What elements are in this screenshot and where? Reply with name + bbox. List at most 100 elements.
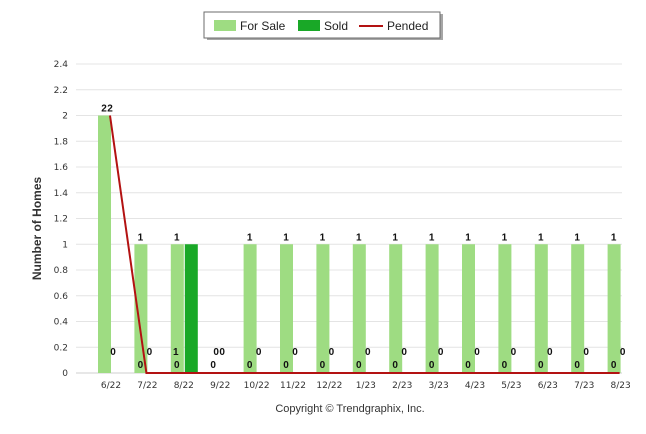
copyright-text: Copyright © Trendgraphix, Inc. xyxy=(275,403,424,415)
bar-sold xyxy=(184,244,198,373)
data-label-sold: 0 xyxy=(583,347,589,358)
data-label-pended: 0 xyxy=(320,360,326,371)
data-label-for-sale: 1 xyxy=(138,232,144,243)
data-label-pended: 0 xyxy=(611,360,617,371)
data-label-sold: 0 xyxy=(110,347,116,358)
y-tick-label: 1.4 xyxy=(54,189,69,199)
bar-for-sale xyxy=(134,244,148,373)
bar-for-sale xyxy=(425,244,439,373)
data-label-for-sale: 1 xyxy=(574,232,580,243)
legend: For Sale Sold Pended xyxy=(203,11,443,40)
x-axis-ticks: 6/22 7/22 8/22 9/22 10/22 11/22 12/22 1/23 2/23 3… xyxy=(101,381,631,391)
bar-for-sale xyxy=(170,244,184,373)
data-label-pended: 0 xyxy=(283,360,289,371)
y-tick-label: 1.8 xyxy=(54,137,69,147)
data-label-sold: 0 xyxy=(511,347,517,358)
data-label-for-sale: 1 xyxy=(247,232,253,243)
data-label-for-sale: 1 xyxy=(611,232,617,243)
y-axis-label: Number of Homes xyxy=(30,177,44,281)
data-label-for-sale: 1 xyxy=(174,232,180,243)
y-tick-label: 0.2 xyxy=(54,343,68,353)
x-tick-label: 12/22 xyxy=(316,381,342,391)
data-label-sold: 0 xyxy=(620,347,626,358)
data-label-pended: 0 xyxy=(538,360,544,371)
y-tick-label: 2.2 xyxy=(54,86,68,96)
data-label-sold: 0 xyxy=(292,347,298,358)
x-tick-label: 4/23 xyxy=(465,381,485,391)
bar-for-sale xyxy=(352,244,366,373)
data-label-sold: 0 xyxy=(256,347,262,358)
legend-swatch xyxy=(214,20,236,31)
data-label-for-sale: 0 xyxy=(213,347,219,358)
x-tick-label: 8/23 xyxy=(610,381,630,391)
grid-lines xyxy=(76,63,622,374)
x-tick-label: 7/23 xyxy=(574,381,594,391)
data-label-pended: 0 xyxy=(574,360,580,371)
x-tick-label: 2/23 xyxy=(392,381,412,391)
bars xyxy=(98,115,621,373)
bar-for-sale xyxy=(243,244,257,373)
y-tick-label: 2 xyxy=(62,112,68,122)
legend-label: Pended xyxy=(387,19,428,33)
bar-for-sale xyxy=(389,244,403,373)
data-label-sold: 0 xyxy=(365,347,371,358)
data-label-pended: 0 xyxy=(465,360,471,371)
bar-for-sale xyxy=(498,244,512,373)
data-label-pended: 0 xyxy=(247,360,253,371)
data-label-pended: 0 xyxy=(502,360,508,371)
y-tick-label: 0.6 xyxy=(54,292,69,302)
bar-for-sale xyxy=(98,115,111,373)
data-label-for-sale: 1 xyxy=(320,232,326,243)
data-label-sold: 1 xyxy=(173,347,179,358)
bar-for-sale xyxy=(462,244,475,373)
x-tick-label: 5/23 xyxy=(501,381,521,391)
x-tick-label: 3/23 xyxy=(428,381,448,391)
data-label-sold: 0 xyxy=(547,347,553,358)
data-label-pended: 2 xyxy=(107,104,113,115)
y-tick-label: 2.4 xyxy=(54,60,69,70)
data-label-for-sale: 1 xyxy=(283,232,289,243)
x-tick-label: 6/23 xyxy=(538,381,558,391)
x-tick-label: 7/22 xyxy=(137,381,157,391)
y-axis-ticks: 0 0.2 0.4 0.6 0.8 1 1.2 1.4 1.6 1.8 2 2.2 2.4 xyxy=(54,60,69,379)
pended-line-group xyxy=(109,115,620,374)
data-label-for-sale: 1 xyxy=(538,232,544,243)
x-tick-label: 1/23 xyxy=(356,381,376,391)
x-tick-label: 8/22 xyxy=(174,381,194,391)
y-tick-label: 1.6 xyxy=(54,163,69,173)
y-tick-label: 1.2 xyxy=(54,215,68,225)
data-label-for-sale: 1 xyxy=(465,232,471,243)
bar-for-sale xyxy=(280,244,293,373)
data-label-for-sale: 2 xyxy=(101,104,107,115)
data-label-sold: 0 xyxy=(401,347,407,358)
x-tick-label: 10/22 xyxy=(244,381,270,391)
data-label-pended: 0 xyxy=(356,360,362,371)
x-tick-label: 6/22 xyxy=(101,381,121,391)
y-tick-label: 1 xyxy=(62,240,68,250)
data-label-sold: 0 xyxy=(438,347,444,358)
x-tick-label: 9/22 xyxy=(210,381,230,391)
data-label-sold: 0 xyxy=(219,347,225,358)
data-label-for-sale: 1 xyxy=(392,232,398,243)
data-label-pended: 0 xyxy=(174,360,180,371)
data-label-sold: 0 xyxy=(329,347,335,358)
y-tick-label: 0.4 xyxy=(54,318,69,328)
legend-label: For Sale xyxy=(240,19,286,33)
data-label-sold: 0 xyxy=(474,347,480,358)
y-tick-label: 0.8 xyxy=(54,266,69,276)
y-tick-label: 0 xyxy=(62,369,68,379)
data-label-for-sale: 1 xyxy=(429,232,435,243)
legend-swatch xyxy=(298,20,320,31)
x-tick-label: 11/22 xyxy=(280,381,306,391)
bar-for-sale xyxy=(607,244,621,373)
legend-box xyxy=(203,11,441,39)
bar-for-sale xyxy=(571,244,585,373)
pended-line xyxy=(109,115,620,374)
data-label-pended: 0 xyxy=(210,360,216,371)
bar-for-sale xyxy=(316,244,330,373)
data-label-pended: 0 xyxy=(429,360,435,371)
data-label-for-sale: 1 xyxy=(502,232,508,243)
bar-for-sale xyxy=(534,244,548,373)
